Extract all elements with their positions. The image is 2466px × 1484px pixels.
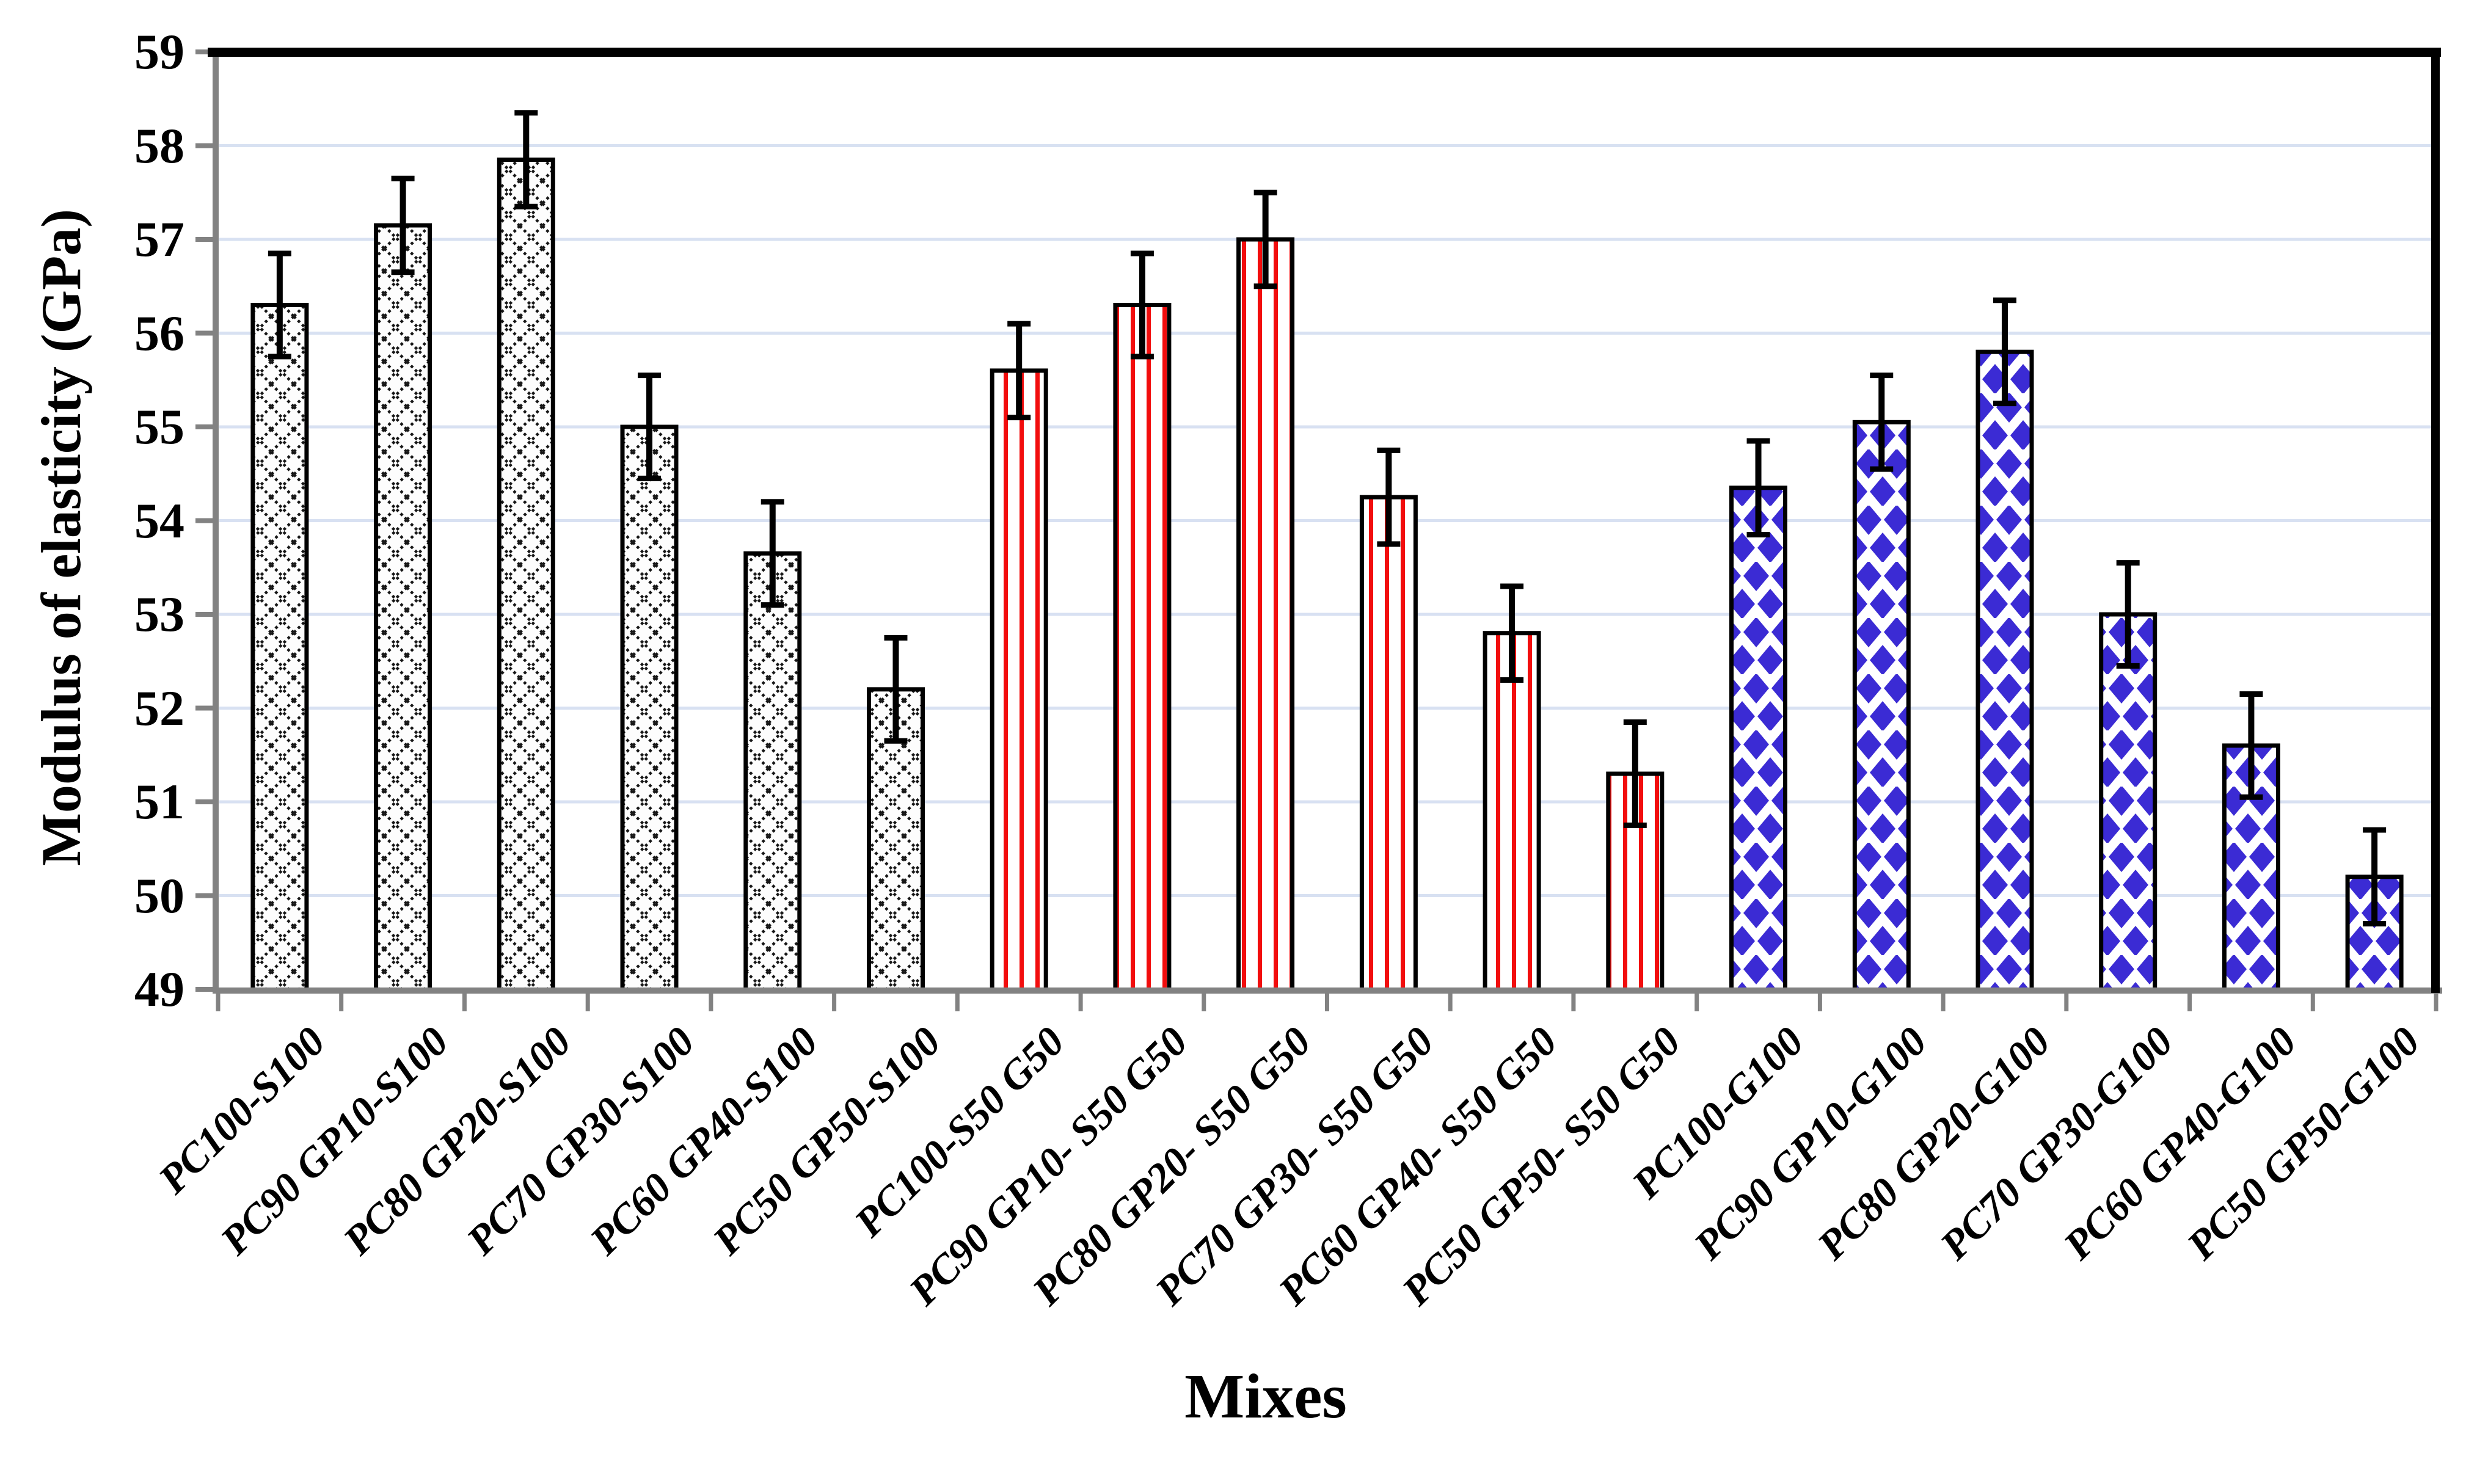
x-axis-title: Mixes — [1184, 1361, 1347, 1431]
error-bar — [1130, 250, 1154, 360]
plot-top-border — [208, 48, 2441, 57]
y-tick-label: 57 — [134, 211, 184, 267]
y-tick-label: 49 — [134, 961, 184, 1017]
error-bar — [2363, 827, 2387, 926]
error-bar — [2116, 560, 2140, 669]
y-tick-label: 50 — [134, 867, 184, 923]
error-bar — [638, 373, 662, 481]
bar — [1359, 495, 1418, 993]
y-tick-label: 55 — [134, 399, 184, 454]
y-tick-label: 59 — [134, 24, 184, 79]
y-tick-label: 52 — [134, 680, 184, 736]
bar — [497, 158, 555, 993]
error-bar — [1007, 321, 1031, 421]
y-tick-label: 58 — [134, 117, 184, 173]
bar — [990, 368, 1048, 993]
bar — [1852, 420, 1911, 993]
error-bar — [1746, 438, 1770, 537]
bar — [250, 303, 309, 993]
y-tick-label: 51 — [134, 774, 184, 829]
bar — [2099, 612, 2158, 993]
bar — [1975, 349, 2034, 993]
error-bar — [391, 175, 415, 275]
error-bar — [514, 110, 538, 209]
error-bar — [268, 250, 291, 360]
bar — [620, 424, 679, 993]
error-bar — [1623, 719, 1647, 828]
bar — [743, 551, 802, 993]
bar — [374, 223, 432, 993]
error-bar — [1377, 447, 1401, 547]
error-bar — [1500, 583, 1524, 683]
error-bar — [1870, 373, 1894, 472]
y-tick-label: 56 — [134, 305, 184, 361]
error-bar — [1993, 297, 2016, 407]
error-bar — [1253, 189, 1277, 289]
bar — [1729, 486, 1787, 993]
plot-right-border — [2431, 48, 2440, 993]
bar — [1483, 631, 1541, 993]
bar — [1113, 303, 1172, 993]
y-tick-label: 53 — [134, 586, 184, 642]
error-bar — [761, 499, 784, 608]
error-bar — [884, 635, 908, 744]
error-bar — [2239, 691, 2263, 800]
y-tick-label: 54 — [134, 492, 184, 548]
bar — [1236, 237, 1295, 993]
